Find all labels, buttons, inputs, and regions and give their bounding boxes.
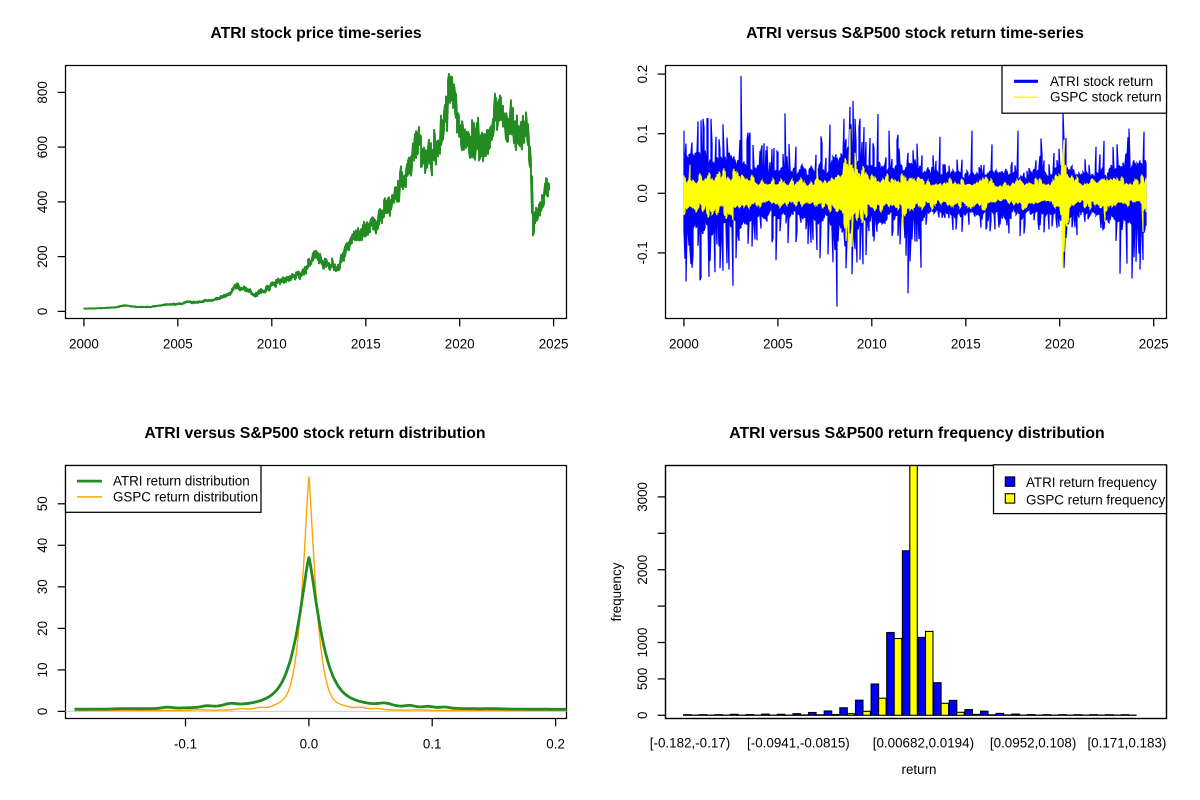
- svg-text:0.1: 0.1: [635, 124, 650, 143]
- svg-text:ATRI versus S&P500 stock retur: ATRI versus S&P500 stock return time-ser…: [746, 25, 1084, 42]
- svg-text:0.0: 0.0: [635, 184, 650, 203]
- svg-text:800: 800: [35, 81, 50, 103]
- svg-text:50: 50: [35, 496, 50, 511]
- svg-text:ATRI stock price time-series: ATRI stock price time-series: [210, 25, 422, 42]
- svg-text:-0.1: -0.1: [635, 241, 650, 264]
- svg-text:2025: 2025: [1139, 337, 1169, 352]
- svg-text:2020: 2020: [445, 337, 475, 352]
- svg-text:30: 30: [35, 579, 50, 594]
- svg-text:0.0: 0.0: [300, 737, 319, 752]
- svg-text:2005: 2005: [763, 337, 793, 352]
- svg-text:-0.1: -0.1: [174, 737, 197, 752]
- svg-text:frequency: frequency: [609, 562, 624, 621]
- svg-text:[-0.182,-0.17): [-0.182,-0.17): [650, 736, 730, 751]
- svg-text:0: 0: [635, 712, 650, 719]
- svg-text:2000: 2000: [69, 337, 99, 352]
- svg-text:2010: 2010: [857, 337, 887, 352]
- svg-text:40: 40: [35, 538, 50, 553]
- svg-text:[0.171,0.183): [0.171,0.183): [1087, 736, 1166, 751]
- svg-text:200: 200: [35, 245, 50, 267]
- svg-text:2000: 2000: [635, 555, 650, 585]
- svg-text:3000: 3000: [635, 482, 650, 512]
- svg-text:2015: 2015: [951, 337, 981, 352]
- svg-text:0.1: 0.1: [423, 737, 442, 752]
- svg-text:2005: 2005: [163, 337, 193, 352]
- svg-text:1000: 1000: [635, 628, 650, 658]
- svg-text:GSPC return frequency: GSPC return frequency: [1026, 492, 1165, 507]
- svg-text:2025: 2025: [539, 337, 569, 352]
- svg-text:GSPC stock return: GSPC stock return: [1050, 90, 1162, 105]
- svg-text:[0.0952,0.108): [0.0952,0.108): [990, 736, 1076, 751]
- svg-text:ATRI versus S&P500 stock retur: ATRI versus S&P500 stock return distribu…: [144, 425, 485, 442]
- svg-text:GSPC return distribution: GSPC return distribution: [113, 490, 258, 505]
- svg-text:ATRI stock return: ATRI stock return: [1050, 74, 1153, 89]
- svg-text:[0.00682,0.0194): [0.00682,0.0194): [873, 736, 974, 751]
- svg-text:400: 400: [35, 191, 50, 213]
- svg-text:0: 0: [35, 708, 50, 715]
- svg-text:600: 600: [35, 136, 50, 158]
- svg-text:[-0.0941,-0.0815): [-0.0941,-0.0815): [747, 736, 850, 751]
- svg-text:2020: 2020: [1045, 337, 1075, 352]
- svg-text:0.2: 0.2: [635, 65, 650, 84]
- svg-text:ATRI versus S&P500 return freq: ATRI versus S&P500 return frequency dist…: [729, 425, 1104, 442]
- svg-text:2010: 2010: [257, 337, 287, 352]
- svg-text:ATRI return frequency: ATRI return frequency: [1026, 475, 1157, 490]
- svg-text:2015: 2015: [351, 337, 381, 352]
- svg-text:0: 0: [35, 308, 50, 315]
- svg-text:2000: 2000: [669, 337, 699, 352]
- svg-text:0.2: 0.2: [546, 737, 565, 752]
- svg-text:return: return: [902, 762, 937, 777]
- svg-text:ATRI return distribution: ATRI return distribution: [113, 474, 250, 489]
- svg-text:500: 500: [635, 668, 650, 690]
- svg-text:20: 20: [35, 621, 50, 636]
- svg-text:10: 10: [35, 662, 50, 677]
